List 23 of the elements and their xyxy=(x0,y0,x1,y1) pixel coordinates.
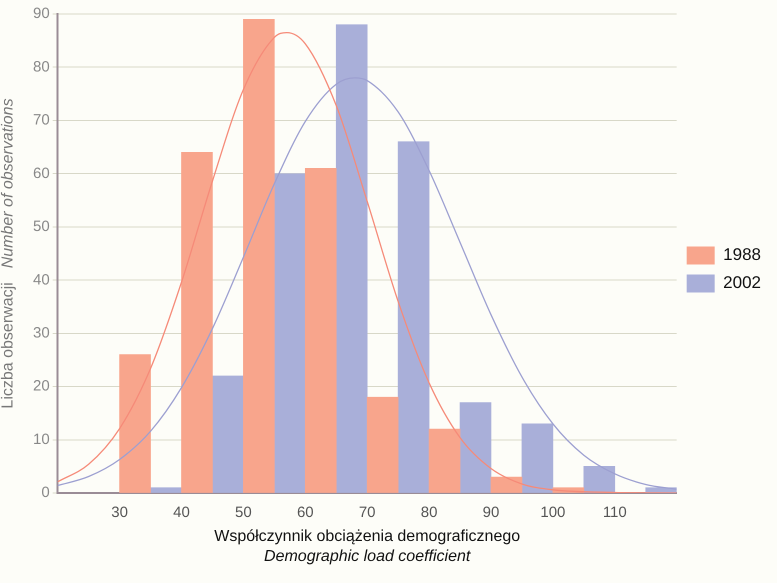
x-tick-label: 90 xyxy=(482,504,500,522)
x-tick-label: 30 xyxy=(111,504,128,522)
legend-label: 2002 xyxy=(723,273,762,292)
y-tick-label: 20 xyxy=(32,378,50,395)
y-tick-label: 10 xyxy=(32,430,50,448)
x-tick-label: 70 xyxy=(358,504,376,522)
x-tick-label: 40 xyxy=(173,504,190,522)
legend-label: 1988 xyxy=(723,245,762,264)
y-tick-label: 90 xyxy=(32,5,50,22)
x-tick-label: 50 xyxy=(235,504,252,522)
y-tick-label: 80 xyxy=(32,58,50,76)
y-tick-label: 40 xyxy=(32,271,50,288)
y-tick-label: 60 xyxy=(32,164,50,182)
y-tick-label: 30 xyxy=(32,324,50,342)
y-tick-label: 70 xyxy=(32,112,50,129)
y-tick-label: 50 xyxy=(32,218,50,236)
y-axis-title: Liczba obserwacji Number of observations xyxy=(0,98,17,409)
x-axis-title: Współczynnik obciążenia demograficznego Demographic load coefficient xyxy=(214,528,520,565)
x-tick-label: 60 xyxy=(296,504,314,522)
x-tick-label: 110 xyxy=(602,504,627,522)
x-tick-label: 100 xyxy=(540,504,566,522)
x-tick-label: 80 xyxy=(420,504,438,522)
y-tick-label: 0 xyxy=(41,484,50,502)
